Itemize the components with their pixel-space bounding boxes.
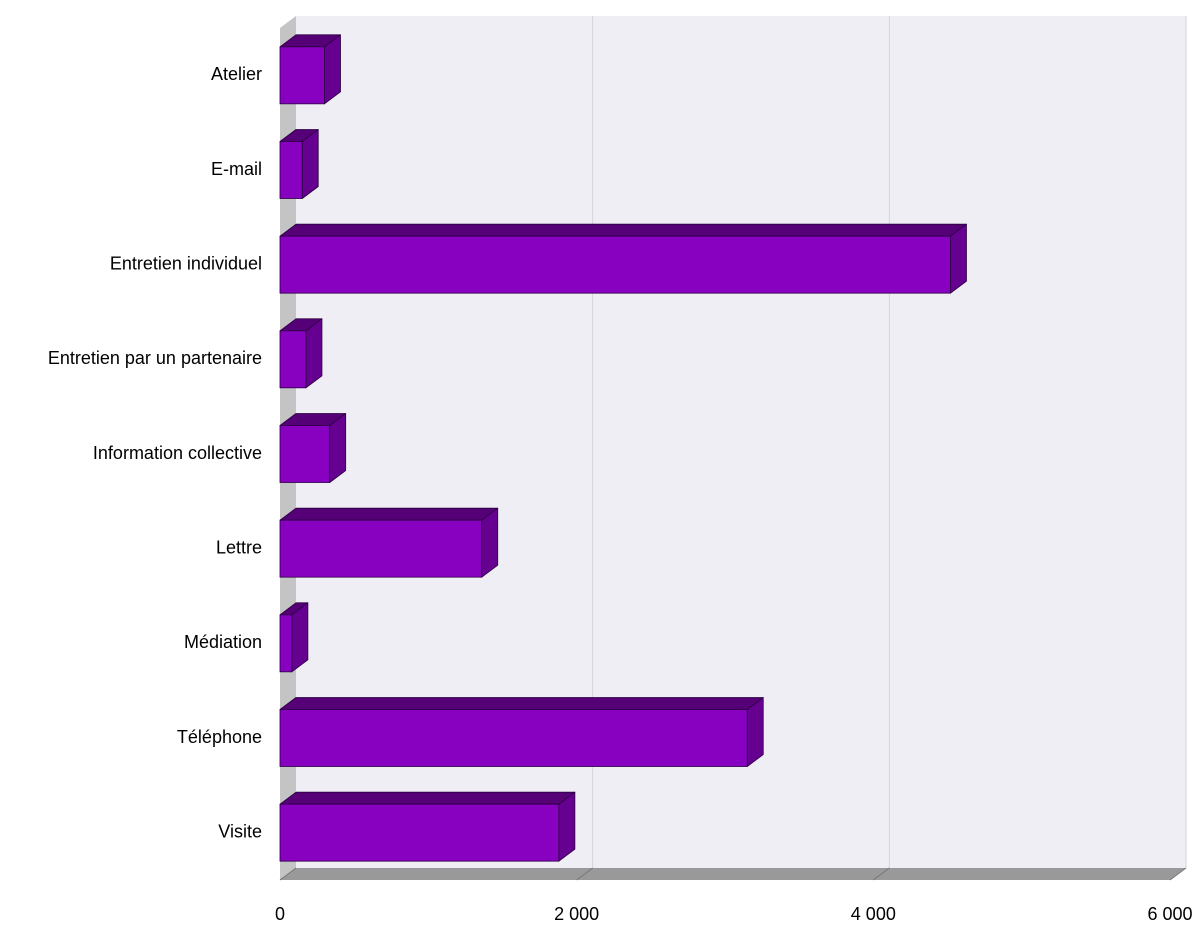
tick-mark-2	[873, 867, 890, 881]
bar-side-1	[301, 129, 319, 199]
tick-mark-1	[576, 867, 593, 881]
bar-front-7	[279, 709, 748, 767]
bar-top-5	[279, 507, 499, 521]
bar-6	[279, 602, 309, 673]
bars	[279, 34, 967, 862]
bar-4	[279, 413, 347, 483]
bar-side-3	[305, 318, 323, 389]
tick-label-0: 0	[275, 904, 285, 924]
bar-top-2	[279, 223, 967, 237]
category-label-1: E-mail	[211, 159, 262, 179]
tick-label-3: 6 000	[1147, 904, 1192, 924]
category-label-2: Entretien individuel	[110, 253, 262, 273]
bar-front-1	[279, 141, 303, 199]
bar-front-3	[279, 330, 307, 389]
bar-side-4	[329, 413, 347, 483]
bar-front-2	[279, 235, 951, 294]
bar-front-4	[279, 425, 331, 483]
bar-side-2	[950, 223, 967, 294]
bar-2	[279, 223, 967, 294]
category-label-8: Visite	[218, 821, 262, 841]
bar-5	[279, 507, 499, 578]
tick-mark-3	[1169, 867, 1187, 881]
bar-side-0	[324, 34, 341, 105]
bar-front-5	[279, 519, 483, 578]
tick-label-2: 4 000	[851, 904, 896, 924]
bar-top-8	[279, 791, 576, 805]
category-label-7: Téléphone	[177, 727, 262, 747]
bar-8	[279, 791, 576, 862]
x-axis-ticks: 0 2 000 4 000 6 000	[275, 867, 1193, 924]
bar-front-0	[279, 46, 325, 105]
category-label-3: Entretien par un partenaire	[48, 348, 262, 368]
bar-top-7	[279, 697, 764, 710]
category-label-6: Médiation	[184, 632, 262, 652]
bar-side-7	[746, 697, 764, 767]
bar-side-8	[558, 791, 576, 862]
category-label-4: Information collective	[93, 443, 262, 463]
bar-1	[279, 129, 319, 199]
tick-label-1: 2 000	[554, 904, 599, 924]
category-label-0: Atelier	[211, 64, 262, 84]
bar-7	[279, 697, 764, 767]
bar-front-6	[279, 614, 293, 673]
category-labels: Atelier E-mail Entretien individuel Entreti…	[48, 64, 262, 841]
bar-0	[279, 34, 341, 105]
floor-plane	[280, 868, 1186, 880]
bar-side-6	[291, 602, 309, 673]
bar-3	[279, 318, 323, 389]
bar-side-5	[481, 507, 499, 578]
floor	[280, 868, 1186, 880]
category-label-5: Lettre	[216, 537, 262, 557]
tick-mark-0	[279, 867, 297, 881]
bar-front-8	[279, 803, 560, 862]
